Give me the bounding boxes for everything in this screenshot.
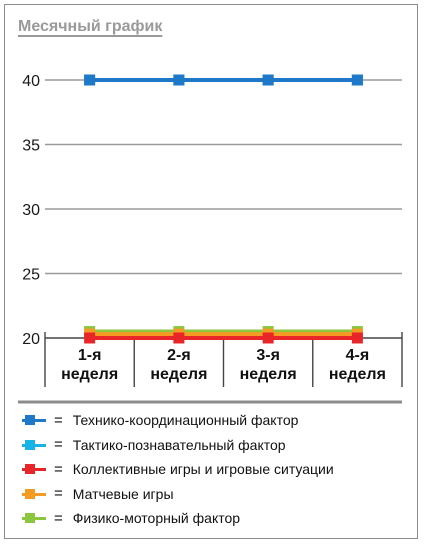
y-tick-label-30: 30	[22, 202, 40, 219]
chart-legend: = Технико-координационный фактор = Тактико-…	[22, 408, 334, 531]
legend-label-2: Тактико-познавательный фактор	[72, 436, 286, 453]
y-tick-label-20: 20	[22, 331, 40, 348]
data-point-s3-4	[351, 332, 363, 344]
legend-equals: =	[54, 460, 63, 478]
legend-swatch-1	[22, 413, 46, 427]
data-point-s1-4	[351, 74, 363, 86]
data-point-s3-2	[173, 332, 185, 344]
x-tick-label-3: 3-я неделя	[240, 347, 297, 383]
chart-frame	[4, 4, 418, 539]
legend-equals: =	[54, 411, 63, 429]
legend-swatch-2	[22, 438, 46, 452]
data-point-s1-1	[84, 74, 96, 86]
legend-item-2: = Тактико-познавательный фактор	[22, 433, 334, 458]
chart-title: Месячный график	[18, 18, 163, 35]
data-point-s1-2	[173, 74, 185, 86]
y-tick-label-25: 25	[22, 267, 40, 284]
legend-equals: =	[54, 485, 63, 503]
data-point-s1-3	[262, 74, 274, 86]
legend-label-5: Физико-моторный фактор	[72, 510, 241, 527]
legend-item-4: = Матчевые игры	[22, 482, 334, 507]
data-point-s3-1	[84, 332, 96, 344]
legend-item-3: = Коллективные игры и игровые ситуации	[22, 457, 334, 482]
x-tick-label-1: 1-я неделя	[61, 347, 118, 383]
legend-label-4: Матчевые игры	[72, 485, 174, 502]
legend-equals: =	[54, 509, 63, 527]
legend-swatch-3	[22, 462, 46, 476]
y-tick-label-40: 40	[22, 73, 40, 90]
y-tick-label-35: 35	[22, 138, 40, 155]
legend-item-1: = Технико-координационный фактор	[22, 408, 334, 433]
x-tick-label-4: 4-я неделя	[329, 347, 386, 383]
x-tick-label-2: 2-я неделя	[150, 347, 207, 383]
legend-label-1: Технико-координационный фактор	[72, 412, 299, 429]
legend-equals: =	[54, 436, 63, 454]
legend-item-5: = Физико-моторный фактор	[22, 506, 334, 531]
legend-label-3: Коллективные игры и игровые ситуации	[72, 461, 334, 478]
legend-swatch-4	[22, 487, 46, 501]
data-point-s3-3	[262, 332, 274, 344]
legend-swatch-5	[22, 511, 46, 525]
